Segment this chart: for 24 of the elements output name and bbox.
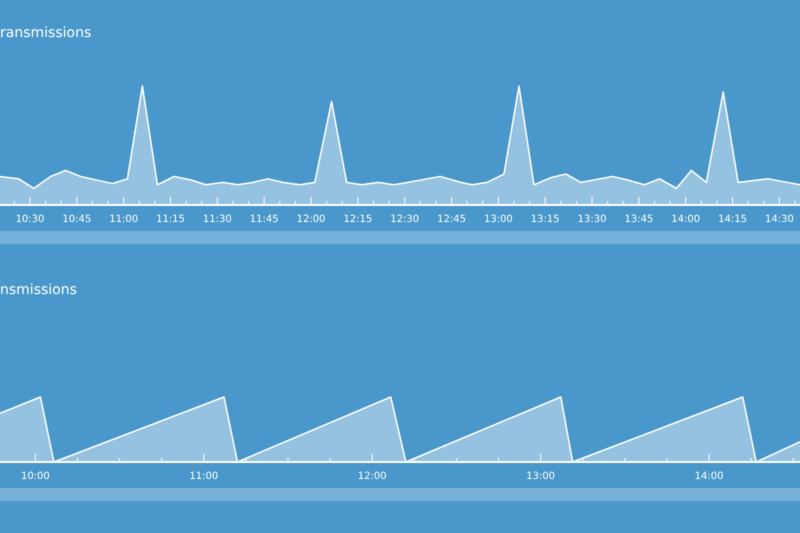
chart-title: nsmissions [0, 282, 77, 298]
x-tick-label: 10:45 [62, 214, 92, 225]
x-tick-label: 12:30 [390, 214, 420, 225]
x-tick-label: 12:45 [437, 214, 466, 225]
x-tick-label: 12:00 [296, 214, 326, 225]
x-tick-label: 14:00 [671, 214, 700, 225]
x-tick-label: 13:15 [530, 214, 560, 225]
chart-title: ransmissions [0, 25, 92, 41]
x-tick-label: 13:30 [578, 214, 606, 225]
x-tick-label: 14:30 [764, 214, 794, 225]
x-tick-label: 12:15 [343, 214, 372, 225]
x-tick-label: 10:30 [16, 214, 44, 225]
x-tick-label: 11:00 [109, 214, 138, 225]
x-tick-label: 11:00 [189, 471, 218, 482]
x-tick-label: 10:00 [20, 471, 50, 482]
x-tick-label: 13:00 [484, 214, 513, 225]
x-tick-label: 12:00 [358, 471, 387, 482]
x-tick-label: 11:15 [156, 214, 185, 225]
x-tick-label: 14:00 [694, 471, 724, 482]
x-tick-label: 13:45 [624, 214, 654, 225]
x-tick-label: 13:00 [526, 471, 556, 482]
x-tick-label: 11:45 [250, 214, 279, 225]
x-tick-label: 11:30 [202, 214, 232, 225]
x-tick-label: 14:15 [718, 214, 747, 225]
